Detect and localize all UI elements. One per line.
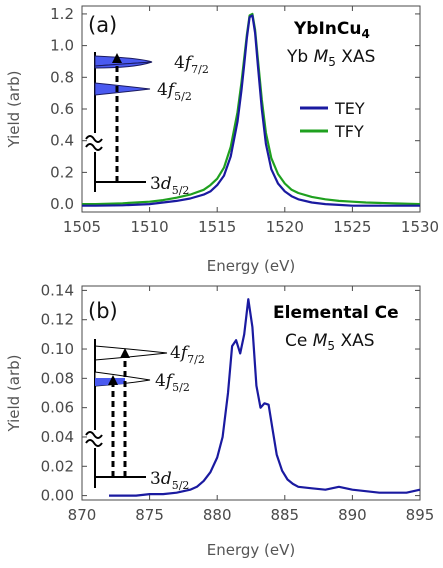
panel-label: (a) (88, 13, 117, 37)
y-tick-label: 0.6 (50, 100, 74, 118)
x-tick-label: 875 (135, 506, 164, 524)
series-line-ce (109, 298, 421, 497)
series-line-tey (82, 14, 420, 207)
y-tick-label: 1.2 (50, 5, 74, 23)
plot-frame (81, 285, 421, 501)
chart-title: Elemental Ce (273, 303, 399, 323)
x-axis-ticks: 870 875 880 885 890 895 (68, 286, 435, 524)
x-tick-label: 1525 (333, 218, 371, 236)
y-tick-label: 0.8 (50, 68, 74, 86)
level-label-4f72: 4f7/2 (174, 53, 209, 76)
series-group (109, 298, 421, 497)
x-tick-label: 1505 (63, 218, 101, 236)
x-axis-ticks: 1505 1510 1515 1520 1525 1530 (63, 6, 439, 236)
chart-subtitle: Yb M5 XAS (286, 47, 375, 69)
y-tick-label: 1.0 (50, 37, 74, 55)
legend-label-tey: TEY (334, 99, 365, 118)
energy-level-inset: 4f7/2 4f5/2 3d5/2 (85, 52, 209, 197)
y-tick-label: 0.04 (41, 428, 74, 446)
level-label-3d52: 3d5/2 (150, 469, 189, 492)
x-tick-label: 890 (338, 506, 367, 524)
x-tick-label: 895 (406, 506, 435, 524)
panel-label: (b) (88, 299, 118, 323)
energy-level-inset: 4f7/2 4f5/2 3d5/2 (85, 339, 205, 492)
y-tick-label: 0.00 (41, 487, 74, 505)
level-4f72-peak (94, 345, 168, 361)
y-axis-label: Yield (arb) (5, 354, 23, 432)
x-tick-label: 1510 (131, 218, 169, 236)
series-group (82, 12, 421, 207)
legend-label-tfy: TFY (334, 122, 364, 141)
chart-subtitle: Ce M5 XAS (285, 331, 375, 353)
level-4f52-fill (95, 378, 125, 386)
y-axis-ticks: 0.0 0.2 0.4 0.6 0.8 1.0 1.2 (50, 5, 420, 213)
level-label-4f52: 4f5/2 (155, 371, 190, 394)
level-label-4f52: 4f5/2 (157, 80, 192, 103)
panel-b: 0.000.020.040.060.080.100.120.14 870 875 8… (5, 281, 434, 559)
y-tick-label: 0.02 (41, 457, 74, 475)
y-tick-label: 0.06 (41, 399, 74, 417)
y-axis-label: Yield (arb) (5, 70, 23, 148)
y-tick-label: 0.10 (41, 340, 74, 358)
level-4f72-peak-lower (94, 61, 153, 69)
level-4f52-peak (94, 82, 151, 96)
x-tick-label: 880 (203, 506, 232, 524)
y-tick-label: 0.0 (50, 195, 74, 213)
axis-break-icon (85, 431, 103, 447)
axis-break-icon (85, 135, 103, 151)
y-tick-label: 0.4 (50, 132, 74, 150)
x-tick-label: 1530 (401, 218, 439, 236)
level-label-4f72: 4f7/2 (170, 343, 205, 366)
x-axis-label: Energy (eV) (207, 257, 295, 275)
x-tick-label: 870 (68, 506, 97, 524)
legend: TEY TFY (300, 99, 365, 141)
y-tick-label: 0.12 (41, 311, 74, 329)
level-label-3d52: 3d5/2 (150, 174, 189, 197)
series-line-tfy (82, 12, 421, 206)
panel-a: 0.00.20.40.60.81.01.2 1505 1510 1515 1520 15… (5, 5, 439, 275)
x-tick-label: 1520 (266, 218, 304, 236)
x-axis-label: Energy (eV) (207, 541, 295, 559)
y-tick-label: 0.2 (50, 163, 74, 181)
y-axis-ticks: 0.00 0.02 0.04 0.06 0.08 0.10 0.12 0.14 (41, 281, 420, 505)
y-tick-label: 0.08 (41, 369, 74, 387)
chart-title: YbInCu4 (293, 19, 370, 41)
y-tick-label: 0.14 (41, 281, 74, 299)
x-tick-label: 1515 (198, 218, 236, 236)
x-tick-label: 885 (270, 506, 299, 524)
